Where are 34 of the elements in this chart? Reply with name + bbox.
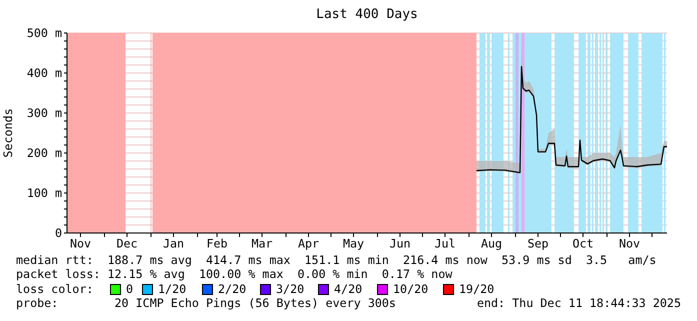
x-tick-label: Oct [572,236,594,250]
x-tick-label: May [342,236,364,250]
x-tick-label: Jun [389,236,411,250]
x-tick-label: Nov [70,236,92,250]
x-tick-label: Feb [206,236,228,250]
y-tick-label: 400 m [26,66,62,80]
x-tick-label: Mar [251,236,273,250]
text: 4/20 [334,282,362,296]
y-tick-label: 300 m [26,106,62,120]
x-tick-label: Aug [480,236,502,250]
text: probe: 20 ICMP Echo Pings (56 Bytes) every 300s [16,296,396,310]
y-axis-title: Seconds [1,108,16,158]
line-series [476,66,667,174]
text: 2/20 [218,282,246,296]
x-tick-label: Jul [434,236,456,250]
y-tick-label: 500 m [26,26,62,40]
text: packet loss: 12.15 % avg 100.00 % max 0.00 % min 0.17 % now [16,267,454,282]
x-tick-label: Nov [618,236,640,250]
x-tick-label: Dec [116,236,138,250]
y-tick-label: 0 [54,226,62,240]
x-tick-label: Sep [527,236,549,250]
text: 19/20 [459,282,494,296]
chart-title: Last 400 Days [315,7,419,22]
y-tick-label: 100 m [26,186,62,200]
x-tick-label: Jan [162,236,184,250]
text: 10/20 [393,282,428,296]
text: 3/20 [276,282,304,296]
text: 1/20 [158,282,186,296]
text: median rtt: 188.7 ms avg 414.7 ms max 151.1 ms min 216.4 ms now 53.9 ms sd 3.5 am/s [16,253,656,268]
text: loss color: [16,282,94,296]
text: end: Thu Dec 11 18:44:33 2025 [476,296,681,310]
y-tick-label: 200 m [26,146,62,160]
x-tick-label: Apr [298,236,320,250]
text: 0 [126,282,134,296]
